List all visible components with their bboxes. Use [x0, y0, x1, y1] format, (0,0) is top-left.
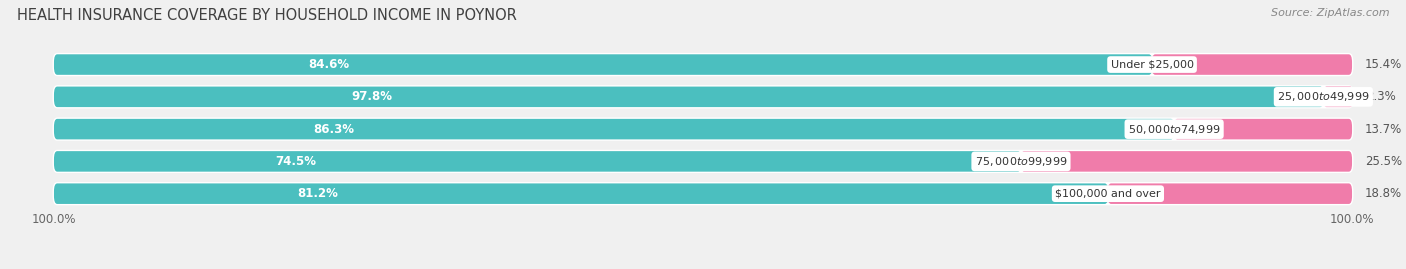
FancyBboxPatch shape — [53, 87, 1353, 107]
Text: 25.5%: 25.5% — [1365, 155, 1402, 168]
Text: 86.3%: 86.3% — [314, 123, 354, 136]
FancyBboxPatch shape — [53, 183, 1353, 204]
Text: $50,000 to $74,999: $50,000 to $74,999 — [1128, 123, 1220, 136]
Text: Under $25,000: Under $25,000 — [1111, 59, 1194, 70]
Text: Source: ZipAtlas.com: Source: ZipAtlas.com — [1271, 8, 1389, 18]
Text: $75,000 to $99,999: $75,000 to $99,999 — [974, 155, 1067, 168]
FancyBboxPatch shape — [53, 119, 1174, 139]
Text: 13.7%: 13.7% — [1365, 123, 1402, 136]
Text: 15.4%: 15.4% — [1365, 58, 1402, 71]
FancyBboxPatch shape — [53, 151, 1021, 172]
Text: 74.5%: 74.5% — [276, 155, 316, 168]
FancyBboxPatch shape — [53, 54, 1353, 75]
FancyBboxPatch shape — [1021, 151, 1353, 172]
FancyBboxPatch shape — [1152, 54, 1353, 75]
Text: HEALTH INSURANCE COVERAGE BY HOUSEHOLD INCOME IN POYNOR: HEALTH INSURANCE COVERAGE BY HOUSEHOLD I… — [17, 8, 517, 23]
Text: 97.8%: 97.8% — [352, 90, 392, 103]
Text: $100,000 and over: $100,000 and over — [1054, 189, 1161, 199]
FancyBboxPatch shape — [53, 183, 1108, 204]
Text: 18.8%: 18.8% — [1365, 187, 1402, 200]
FancyBboxPatch shape — [53, 54, 1152, 75]
Text: 2.3%: 2.3% — [1367, 90, 1396, 103]
FancyBboxPatch shape — [53, 87, 1323, 107]
FancyBboxPatch shape — [1108, 183, 1353, 204]
FancyBboxPatch shape — [1323, 87, 1354, 107]
Text: 84.6%: 84.6% — [308, 58, 349, 71]
FancyBboxPatch shape — [53, 151, 1353, 172]
FancyBboxPatch shape — [53, 119, 1353, 139]
FancyBboxPatch shape — [1174, 119, 1353, 139]
Text: 81.2%: 81.2% — [297, 187, 337, 200]
Text: $25,000 to $49,999: $25,000 to $49,999 — [1277, 90, 1369, 103]
